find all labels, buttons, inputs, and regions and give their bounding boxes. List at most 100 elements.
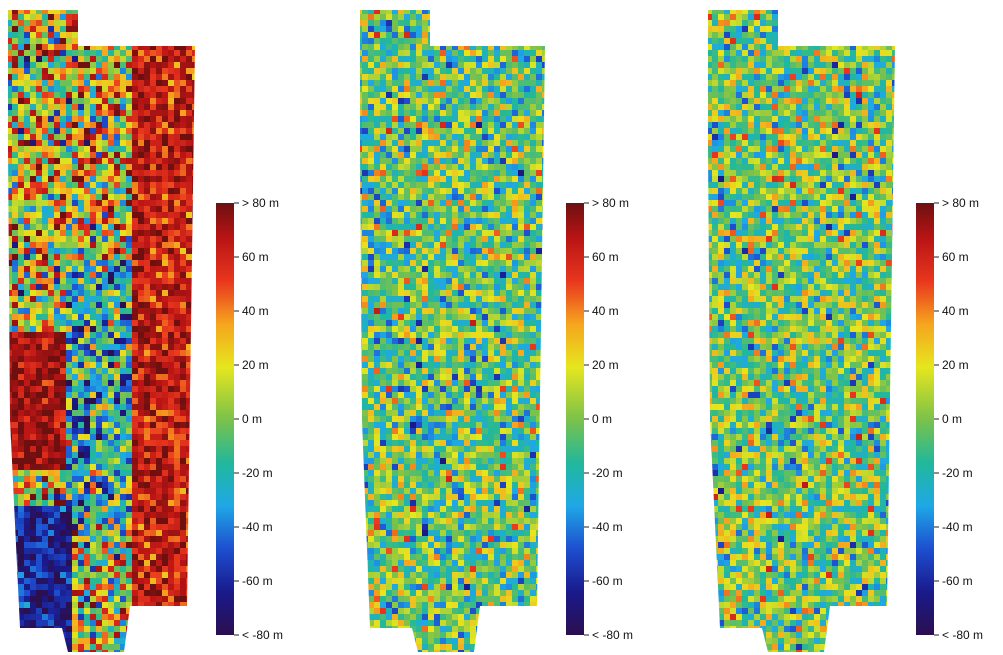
heatmap-1-cell [108, 248, 114, 254]
heatmap-1-cell [42, 434, 48, 440]
heatmap-1-cell [60, 152, 66, 158]
heatmap-1-cell [102, 236, 108, 242]
heatmap-2-cell [368, 164, 374, 170]
heatmap-2-cell [482, 176, 488, 182]
heatmap-1-cell [138, 200, 144, 206]
heatmap-1-cell [42, 518, 48, 524]
heatmap-1-cell [30, 386, 36, 392]
heatmap-2-cell [512, 62, 518, 68]
heatmap-2-cell [542, 32, 548, 38]
heatmap-1-cell [132, 338, 138, 344]
heatmap-1-cell [132, 314, 138, 320]
heatmap-1-cell [36, 206, 42, 212]
heatmap-1-cell [42, 410, 48, 416]
heatmap-1-cell [60, 482, 66, 488]
heatmap-2-cell [488, 266, 494, 272]
heatmap-1-cell [162, 404, 168, 410]
heatmap-2-cell [416, 92, 422, 98]
heatmap-1-cell [6, 314, 12, 320]
heatmap-1-cell [162, 188, 168, 194]
heatmap-1-cell [186, 254, 192, 260]
heatmap-1-cell [54, 92, 60, 98]
heatmap-1-cell [6, 74, 12, 80]
heatmap-1-cell [96, 512, 102, 518]
heatmap-1-cell [174, 44, 180, 50]
heatmap-1-cell [54, 338, 60, 344]
heatmap-1-cell [30, 470, 36, 476]
heatmap-1-cell [78, 566, 84, 572]
heatmap-1-cell [30, 440, 36, 446]
heatmap-2-cell [452, 38, 458, 44]
heatmap-1-cell [120, 32, 126, 38]
heatmap-1-cell [24, 392, 30, 398]
heatmap-1-cell [24, 518, 30, 524]
heatmap-1-cell [126, 548, 132, 554]
heatmap-1-cell [162, 542, 168, 548]
heatmap-1-cell [192, 176, 198, 182]
heatmap-2-cell [524, 32, 530, 38]
heatmap-1-cell [186, 632, 192, 638]
heatmap-1-cell [84, 476, 90, 482]
heatmap-1-cell [114, 308, 120, 314]
heatmap-2-cell [518, 62, 524, 68]
heatmap-1-cell [12, 230, 18, 236]
heatmap-1-cell [60, 572, 66, 578]
heatmap-2-cell [386, 140, 392, 146]
heatmap-1-cell [72, 404, 78, 410]
heatmap-1-cell [168, 230, 174, 236]
heatmap-1-cell [90, 392, 96, 398]
heatmap-1-cell [66, 470, 72, 476]
heatmap-1-cell [138, 620, 144, 626]
heatmap-2-cell [494, 254, 500, 260]
heatmap-1-cell [114, 80, 120, 86]
heatmap-2-cell [452, 128, 458, 134]
heatmap-2-cell [404, 104, 410, 110]
heatmap-2-cell [500, 86, 506, 92]
heatmap-1-cell [42, 506, 48, 512]
heatmap-2-cell [518, 182, 524, 188]
heatmap-1-cell [150, 62, 156, 68]
heatmap-2-cell [452, 224, 458, 230]
heatmap-2-cell [500, 134, 506, 140]
heatmap-1-cell [60, 614, 66, 620]
heatmap-1-cell [156, 626, 162, 632]
heatmap-1-cell [108, 254, 114, 260]
heatmap-2-cell [410, 56, 416, 62]
heatmap-1-cell [174, 92, 180, 98]
heatmap-2-cell [362, 62, 368, 68]
heatmap-1-cell [84, 572, 90, 578]
heatmap-1-cell [114, 470, 120, 476]
heatmap-1-cell [90, 542, 96, 548]
heatmap-1-cell [42, 140, 48, 146]
heatmap-1-cell [12, 104, 18, 110]
heatmap-1-cell [78, 644, 84, 650]
heatmap-1-cell [60, 638, 66, 644]
heatmap-1-cell [150, 404, 156, 410]
heatmap-1-cell [114, 386, 120, 392]
heatmap-2-cell [410, 284, 416, 290]
heatmap-1-cell [18, 464, 24, 470]
heatmap-1-cell [90, 362, 96, 368]
heatmap-2-cell [446, 170, 452, 176]
heatmap-1-cell [144, 80, 150, 86]
heatmap-1-cell [174, 500, 180, 506]
heatmap-2-cell [500, 92, 506, 98]
heatmap-1-cell [144, 98, 150, 104]
heatmap-1-cell [42, 392, 48, 398]
heatmap-2-cell [440, 284, 446, 290]
heatmap-1-cell [84, 554, 90, 560]
heatmap-1-cell [192, 632, 198, 638]
heatmap-1-cell [30, 320, 36, 326]
heatmap-1-cell [132, 272, 138, 278]
heatmap-1-cell [96, 584, 102, 590]
heatmap-1-cell [114, 614, 120, 620]
heatmap-1-cell [144, 122, 150, 128]
heatmap-1-cell [102, 170, 108, 176]
heatmap-1-cell [150, 572, 156, 578]
heatmap-2-cell [440, 146, 446, 152]
heatmap-1-cell [54, 170, 60, 176]
heatmap-2-cell [356, 200, 362, 206]
heatmap-1-cell [114, 38, 120, 44]
heatmap-1-cell [12, 380, 18, 386]
heatmap-2-cell [482, 182, 488, 188]
